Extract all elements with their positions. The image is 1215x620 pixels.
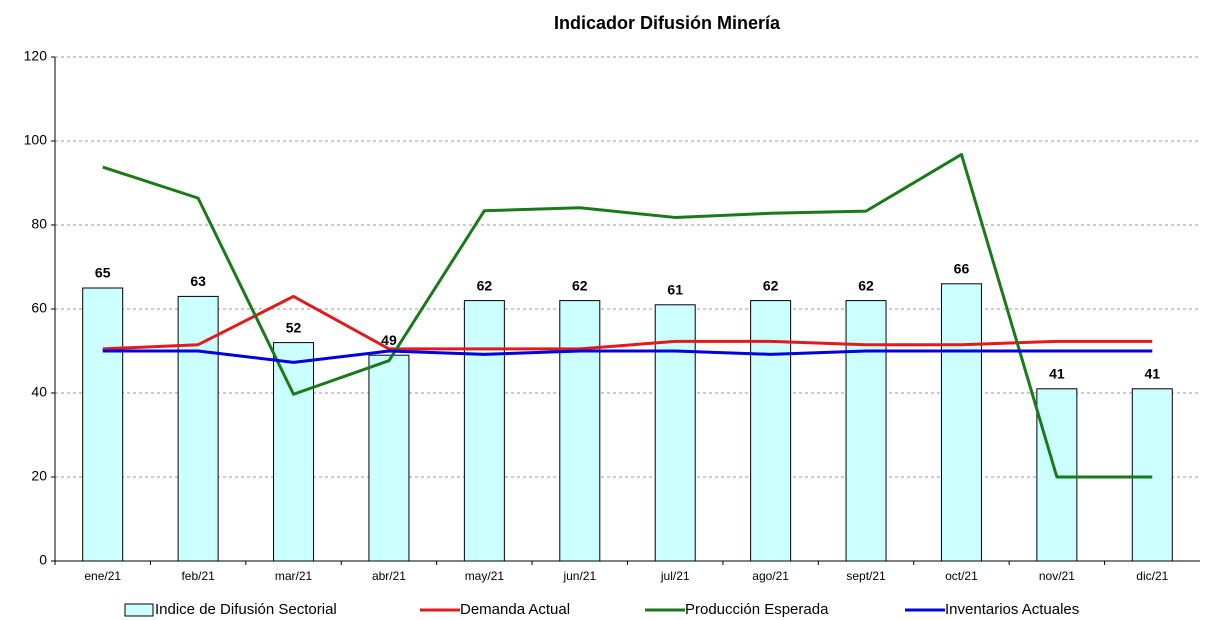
bar <box>177 295 219 562</box>
x-tick-label: oct/21 <box>945 569 978 583</box>
x-tick-label: feb/21 <box>181 569 215 583</box>
legend-label: Inventarios Actuales <box>945 601 1079 618</box>
x-tick-label: may/21 <box>465 569 505 583</box>
line <box>102 294 1153 351</box>
value-label: 41 <box>1145 366 1161 382</box>
bar <box>368 354 410 562</box>
bar <box>654 304 696 562</box>
value-label: 63 <box>190 273 206 289</box>
value-label: 65 <box>95 265 111 281</box>
y-tick-label: 60 <box>31 300 47 316</box>
x-tick-label: ago/21 <box>752 569 789 583</box>
y-tick-label: 100 <box>24 132 48 148</box>
bar <box>559 300 601 562</box>
bar <box>845 300 887 562</box>
bar <box>1131 388 1173 562</box>
legend-swatch <box>124 603 154 617</box>
y-tick-label: 0 <box>39 552 47 568</box>
value-label: 41 <box>1049 366 1065 382</box>
legend-label: Indice de Difusión Sectorial <box>155 601 337 618</box>
y-tick-label: 120 <box>24 48 48 64</box>
line <box>102 152 1153 479</box>
y-tick-label: 40 <box>31 384 47 400</box>
value-label: 49 <box>381 332 397 348</box>
value-label: 62 <box>572 277 588 293</box>
value-label: 62 <box>763 277 779 293</box>
x-tick-label: nov/21 <box>1039 569 1075 583</box>
value-label: 66 <box>954 261 970 277</box>
bar <box>463 300 505 562</box>
value-label: 62 <box>858 277 874 293</box>
x-tick-label: mar/21 <box>275 569 313 583</box>
bar <box>750 300 792 562</box>
x-tick-label: sept/21 <box>846 569 886 583</box>
x-tick-label: ene/21 <box>84 569 121 583</box>
x-tick-label: jun/21 <box>562 569 596 583</box>
x-tick-label: abr/21 <box>372 569 406 583</box>
line <box>102 349 1153 364</box>
legend-label: Producción Esperada <box>685 601 829 618</box>
x-tick-label: jul/21 <box>660 569 690 583</box>
value-label: 52 <box>286 319 302 335</box>
value-label: 61 <box>667 282 683 298</box>
bar <box>273 342 315 562</box>
value-label: 62 <box>477 277 493 293</box>
chart-title: Indicador Difusión Minería <box>554 13 781 33</box>
x-tick-label: dic/21 <box>1136 569 1168 583</box>
y-tick-label: 80 <box>31 216 47 232</box>
bar <box>940 283 982 562</box>
y-tick-label: 20 <box>31 468 47 484</box>
bar <box>82 287 124 562</box>
legend-label: Demanda Actual <box>460 601 570 618</box>
